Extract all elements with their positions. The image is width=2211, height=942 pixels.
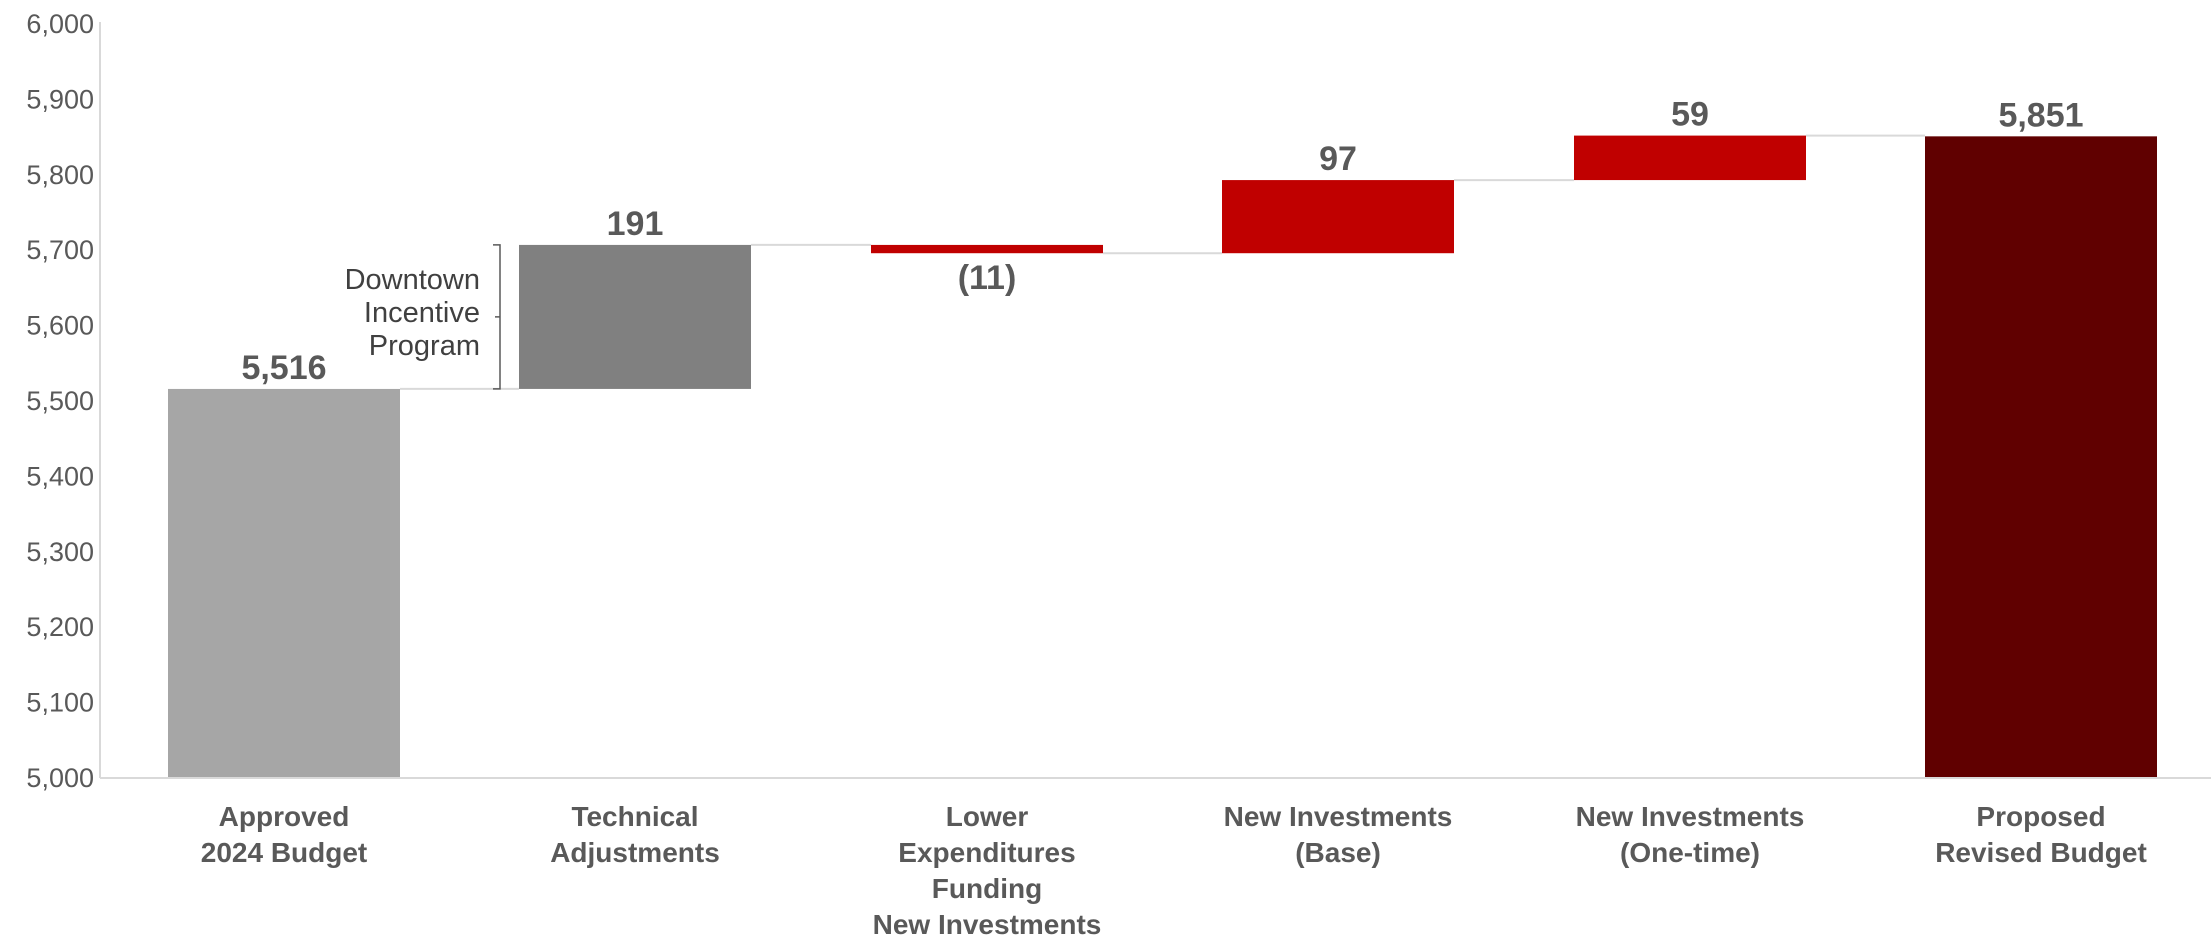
- data-label: 191: [607, 205, 664, 243]
- y-tick-label: 5,000: [26, 763, 94, 793]
- data-label: (11): [958, 259, 1017, 297]
- y-tick-label: 5,700: [26, 235, 94, 265]
- data-label: 5,851: [1998, 96, 2083, 134]
- x-tick-label: Lower Expenditures Funding New Investments: [873, 801, 1102, 940]
- x-tick-label: Proposed Revised Budget: [1935, 801, 2147, 868]
- bar-6: [1925, 136, 2157, 778]
- bars: [168, 135, 2157, 778]
- annotation: Downtown Incentive Program: [345, 244, 501, 390]
- y-tick-label: 5,200: [26, 612, 94, 642]
- y-axis: 5,000 5,100 5,200 5,300 5,400 5,500 5,600 5,700…: [26, 9, 101, 793]
- bar-4: [1222, 180, 1454, 254]
- x-tick-label: Technical Adjustments: [550, 801, 720, 868]
- data-label: 97: [1319, 140, 1357, 178]
- y-tick-label: 5,800: [26, 160, 94, 190]
- y-tick-label: 5,500: [26, 386, 94, 416]
- data-label: 59: [1671, 96, 1709, 134]
- x-tick-label: Approved 2024 Budget: [201, 801, 368, 868]
- x-axis: Approved 2024 Budget Technical Adjustments L…: [100, 777, 2211, 940]
- bar-3: [871, 244, 1103, 254]
- y-tick-label: 5,900: [26, 84, 94, 114]
- bar-1: [168, 388, 400, 778]
- y-tick-label: 5,400: [26, 461, 94, 491]
- data-label: 5,516: [241, 349, 326, 387]
- connector-lines: [400, 134, 1925, 390]
- bar-5: [1574, 135, 1806, 181]
- y-tick-label: 5,300: [26, 537, 94, 567]
- y-tick-label: 5,600: [26, 311, 94, 341]
- bar-2: [519, 244, 751, 389]
- x-tick-label: New Investments (Base): [1224, 801, 1453, 868]
- y-tick-label: 6,000: [26, 9, 94, 39]
- x-tick-label: New Investments (One-time): [1576, 801, 1805, 868]
- data-labels: 5,516 191 (11) 97 59 5,851: [241, 96, 2083, 387]
- annotation-text: Downtown Incentive Program: [345, 264, 480, 362]
- y-tick-label: 5,100: [26, 688, 94, 718]
- annotation-bracket: [493, 244, 501, 390]
